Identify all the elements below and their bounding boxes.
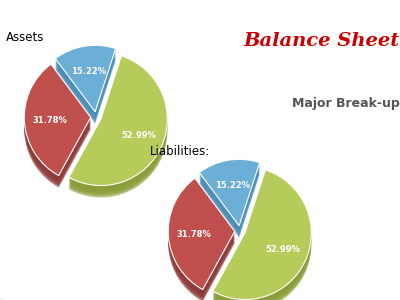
- Text: 15.22%: 15.22%: [71, 67, 106, 76]
- Text: Balance Sheet: Balance Sheet: [244, 32, 400, 50]
- Wedge shape: [24, 64, 91, 176]
- Wedge shape: [24, 68, 91, 179]
- Wedge shape: [168, 187, 235, 298]
- Wedge shape: [69, 56, 167, 185]
- Wedge shape: [213, 175, 311, 300]
- Wedge shape: [168, 180, 235, 291]
- Text: Liabilities:: Liabilities:: [150, 145, 210, 158]
- Wedge shape: [199, 169, 260, 236]
- Wedge shape: [69, 59, 167, 189]
- Wedge shape: [199, 164, 260, 231]
- Wedge shape: [213, 170, 311, 299]
- Wedge shape: [199, 161, 260, 227]
- Wedge shape: [168, 188, 235, 300]
- Wedge shape: [199, 159, 260, 226]
- Wedge shape: [213, 182, 311, 300]
- Wedge shape: [199, 163, 260, 229]
- Wedge shape: [69, 64, 167, 194]
- Wedge shape: [55, 47, 116, 113]
- Wedge shape: [199, 166, 260, 232]
- Wedge shape: [213, 180, 311, 300]
- Text: 52.99%: 52.99%: [265, 245, 300, 254]
- Wedge shape: [69, 63, 167, 192]
- Wedge shape: [55, 45, 116, 112]
- Wedge shape: [55, 57, 116, 124]
- Text: Assets: Assets: [6, 31, 45, 44]
- Wedge shape: [69, 61, 167, 191]
- Wedge shape: [168, 178, 235, 290]
- Text: 31.78%: 31.78%: [176, 230, 211, 239]
- Wedge shape: [213, 177, 311, 300]
- Wedge shape: [55, 45, 116, 112]
- Wedge shape: [55, 52, 116, 118]
- Wedge shape: [69, 68, 167, 197]
- Wedge shape: [168, 190, 235, 300]
- Wedge shape: [55, 54, 116, 120]
- Wedge shape: [24, 74, 91, 186]
- Wedge shape: [168, 182, 235, 293]
- Wedge shape: [199, 159, 260, 226]
- Wedge shape: [55, 49, 116, 115]
- Wedge shape: [168, 183, 235, 295]
- Wedge shape: [168, 185, 235, 296]
- Legend: Current Assets, Fixed Assets, Other Non-Current Assets: Current Assets, Fixed Assets, Other Non-…: [0, 299, 99, 300]
- Wedge shape: [213, 178, 311, 300]
- Wedge shape: [69, 66, 167, 196]
- Wedge shape: [69, 58, 167, 187]
- Wedge shape: [213, 170, 311, 299]
- Wedge shape: [69, 56, 167, 185]
- Wedge shape: [168, 178, 235, 290]
- Wedge shape: [55, 50, 116, 117]
- Wedge shape: [199, 168, 260, 234]
- Wedge shape: [55, 56, 116, 122]
- Wedge shape: [24, 64, 91, 176]
- Text: Major Break-up: Major Break-up: [292, 97, 400, 110]
- Text: 52.99%: 52.99%: [121, 131, 156, 140]
- Wedge shape: [199, 171, 260, 238]
- Text: 31.78%: 31.78%: [32, 116, 67, 125]
- Wedge shape: [213, 173, 311, 300]
- Wedge shape: [24, 71, 91, 182]
- Wedge shape: [24, 76, 91, 188]
- Text: 15.22%: 15.22%: [215, 181, 250, 190]
- Wedge shape: [24, 66, 91, 177]
- Wedge shape: [24, 73, 91, 184]
- Wedge shape: [24, 69, 91, 181]
- Wedge shape: [213, 172, 311, 300]
